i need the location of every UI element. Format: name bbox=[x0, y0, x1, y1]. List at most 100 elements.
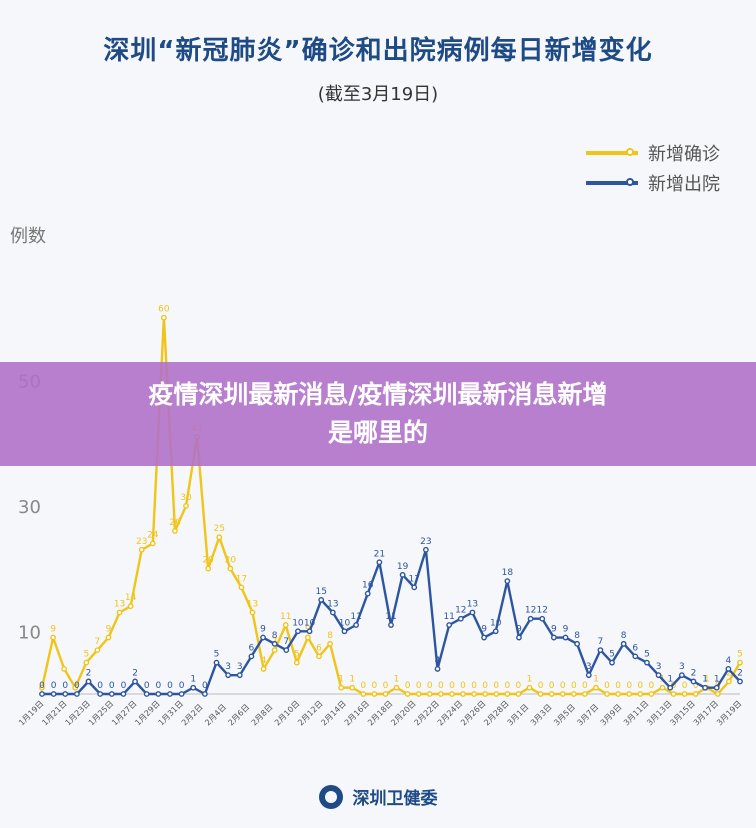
data-label-discharged: 8 bbox=[272, 631, 278, 641]
data-label-confirmed: 5 bbox=[83, 650, 89, 660]
data-label-discharged: 2 bbox=[737, 668, 743, 678]
data-label-discharged: 10 bbox=[304, 618, 316, 628]
point-confirmed bbox=[61, 666, 68, 672]
point-confirmed bbox=[393, 684, 400, 691]
data-label-discharged: 12 bbox=[455, 606, 466, 616]
data-label-discharged: 3 bbox=[225, 662, 231, 672]
data-label-discharged: 15 bbox=[315, 587, 326, 597]
point-discharged bbox=[539, 615, 546, 622]
banner-line-2: 是哪里的 bbox=[327, 418, 428, 447]
point-confirmed bbox=[238, 584, 245, 591]
point-confirmed bbox=[138, 546, 145, 553]
point-discharged bbox=[132, 678, 138, 685]
chart-title: 深圳“新冠肺炎”确诊和出院病例每日新增变化 bbox=[103, 36, 653, 66]
point-discharged bbox=[597, 647, 604, 653]
data-label-confirmed: 0 bbox=[471, 681, 477, 691]
data-label-discharged: 9 bbox=[551, 625, 557, 635]
point-discharged bbox=[364, 590, 371, 597]
point-discharged bbox=[562, 634, 569, 641]
data-label-discharged: 5 bbox=[644, 650, 650, 660]
data-label-discharged: 16 bbox=[362, 581, 374, 591]
point-confirmed bbox=[692, 691, 699, 697]
point-discharged bbox=[655, 672, 662, 679]
legend-label-discharged: 新增出院 bbox=[648, 174, 720, 195]
data-label-discharged: 11 bbox=[385, 612, 396, 622]
point-confirmed bbox=[83, 659, 90, 666]
data-label-confirmed: 5 bbox=[737, 650, 743, 660]
point-confirmed bbox=[39, 684, 45, 691]
point-confirmed bbox=[316, 653, 322, 660]
data-label-confirmed: 13 bbox=[247, 599, 258, 609]
data-label-discharged: 0 bbox=[179, 681, 185, 691]
data-label-confirmed: 0 bbox=[615, 681, 621, 691]
data-label-confirmed: 0 bbox=[693, 681, 699, 691]
data-label-confirmed: 0 bbox=[571, 681, 577, 691]
data-label-confirmed: 0 bbox=[449, 681, 455, 691]
point-discharged bbox=[725, 666, 732, 672]
legend: 新增确诊 新增出院 bbox=[586, 138, 720, 198]
data-label-confirmed: 9 bbox=[50, 625, 56, 635]
legend-label-confirmed: 新增确诊 bbox=[648, 144, 720, 165]
point-confirmed bbox=[327, 640, 333, 647]
point-discharged bbox=[399, 571, 406, 578]
data-label-discharged: 19 bbox=[397, 562, 409, 572]
point-discharged bbox=[713, 684, 720, 691]
data-label-confirmed: 0 bbox=[648, 681, 654, 691]
data-label-discharged: 2 bbox=[691, 668, 697, 678]
point-confirmed bbox=[260, 666, 267, 672]
data-label-discharged: 8 bbox=[574, 631, 580, 641]
point-discharged bbox=[644, 659, 650, 666]
point-confirmed bbox=[714, 691, 721, 697]
point-confirmed bbox=[737, 659, 743, 666]
point-confirmed bbox=[570, 691, 577, 697]
point-confirmed bbox=[249, 609, 256, 616]
data-label-discharged: 0 bbox=[121, 681, 127, 691]
data-label-confirmed: 24 bbox=[147, 530, 159, 540]
point-discharged bbox=[388, 622, 394, 628]
data-label-confirmed: 5 bbox=[294, 650, 300, 660]
point-confirmed bbox=[559, 691, 566, 697]
data-label-discharged: 3 bbox=[237, 662, 243, 672]
point-discharged bbox=[609, 659, 615, 666]
point-confirmed bbox=[371, 691, 378, 697]
data-label-confirmed: 0 bbox=[504, 681, 510, 691]
data-label-discharged: 1 bbox=[667, 675, 673, 685]
data-label-discharged: 5 bbox=[609, 650, 615, 660]
point-discharged bbox=[446, 622, 453, 628]
point-confirmed bbox=[515, 691, 522, 697]
footer: 深圳卫健委 bbox=[0, 784, 756, 809]
data-label-discharged: 8 bbox=[621, 631, 627, 641]
data-label-discharged: 13 bbox=[327, 599, 338, 609]
point-confirmed bbox=[460, 691, 466, 697]
point-discharged bbox=[516, 634, 522, 641]
legend-swatch-discharged bbox=[586, 178, 638, 186]
point-discharged bbox=[492, 628, 499, 635]
data-label-confirmed: 1 bbox=[394, 675, 400, 685]
point-discharged bbox=[620, 640, 627, 647]
data-label-confirmed: 0 bbox=[671, 681, 677, 691]
point-discharged bbox=[201, 691, 208, 697]
point-confirmed bbox=[670, 691, 677, 697]
point-confirmed bbox=[537, 691, 544, 697]
data-label-confirmed: 30 bbox=[180, 493, 192, 503]
point-discharged bbox=[236, 672, 243, 679]
health-commission-logo-icon bbox=[318, 784, 343, 809]
point-discharged bbox=[457, 615, 464, 622]
data-label-confirmed: 20 bbox=[202, 556, 214, 566]
point-discharged bbox=[260, 634, 266, 641]
data-label-discharged: 0 bbox=[155, 681, 161, 691]
point-confirmed bbox=[305, 634, 311, 641]
data-label-confirmed: 0 bbox=[372, 681, 378, 691]
y-axis-label: 例数 bbox=[10, 226, 46, 247]
point-discharged bbox=[50, 691, 57, 697]
data-label-confirmed: 0 bbox=[604, 681, 610, 691]
data-label-discharged: 9 bbox=[260, 625, 266, 635]
point-confirmed bbox=[593, 684, 599, 691]
data-label-confirmed: 14 bbox=[125, 593, 137, 603]
point-discharged bbox=[341, 628, 348, 635]
data-label-discharged: 7 bbox=[598, 637, 604, 647]
point-discharged bbox=[271, 640, 278, 647]
point-discharged bbox=[39, 691, 45, 697]
data-label-confirmed: 23 bbox=[136, 537, 147, 547]
data-label-discharged: 3 bbox=[679, 662, 685, 672]
